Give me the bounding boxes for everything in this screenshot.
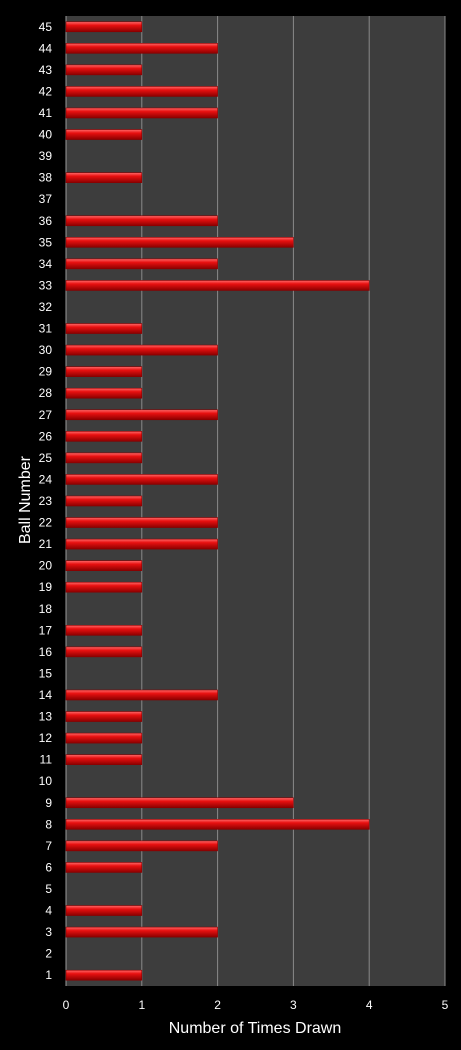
- bar-ball-1: [65, 969, 143, 981]
- y-tick-label: 13: [39, 710, 53, 724]
- y-tick-label: 11: [40, 753, 53, 767]
- y-tick-label: 40: [39, 128, 53, 142]
- bar-ball-22: [65, 517, 218, 528]
- x-axis-title: Number of Times Drawn: [169, 1020, 342, 1037]
- y-tick-label: 23: [39, 494, 53, 508]
- y-tick-label: 2: [45, 947, 52, 961]
- bar-ball-41: [65, 107, 218, 119]
- x-tick-label: 3: [290, 998, 297, 1012]
- x-tick-label: 4: [366, 998, 373, 1012]
- bar-ball-14: [65, 689, 218, 701]
- y-tick-label: 42: [39, 84, 53, 98]
- bar-ball-25: [65, 452, 143, 464]
- y-tick-label: 38: [39, 171, 53, 185]
- x-tick-label: 0: [63, 998, 70, 1012]
- y-tick-label: 44: [39, 41, 53, 55]
- y-tick-label: 25: [39, 451, 53, 465]
- bar-ball-12: [65, 732, 143, 744]
- y-tick-label: 12: [39, 731, 53, 745]
- y-tick-label: 39: [39, 149, 53, 163]
- bar-ball-38: [65, 172, 143, 183]
- bar-ball-23: [65, 495, 143, 507]
- x-tick-label: 1: [138, 998, 145, 1012]
- y-tick-label: 9: [45, 796, 52, 810]
- y-tick-label: 35: [39, 235, 53, 249]
- y-tick-label: 18: [39, 602, 53, 616]
- y-tick-label: 36: [39, 214, 53, 228]
- bar-ball-34: [65, 258, 218, 270]
- bar-ball-43: [65, 64, 143, 76]
- bar-ball-3: [65, 926, 218, 938]
- y-tick-label: 30: [39, 343, 53, 357]
- y-tick-label: 3: [45, 925, 52, 939]
- y-tick-label: 33: [39, 278, 53, 292]
- y-tick-label: 34: [39, 257, 53, 271]
- y-tick-label: 45: [39, 20, 53, 34]
- bar-ball-13: [65, 711, 143, 722]
- y-tick-label: 6: [45, 860, 52, 874]
- y-tick-label: 16: [39, 645, 53, 659]
- bar-ball-36: [65, 215, 218, 227]
- bar-ball-42: [65, 86, 218, 97]
- y-tick-label: 28: [39, 386, 53, 400]
- bars: [65, 21, 370, 981]
- y-tick-label: 7: [45, 839, 52, 853]
- bar-ball-20: [65, 560, 143, 571]
- bar-ball-6: [65, 862, 143, 873]
- y-tick-label: 31: [39, 322, 53, 336]
- y-tick-label: 10: [39, 774, 53, 788]
- bar-ball-30: [65, 344, 218, 356]
- y-tick-label: 17: [39, 623, 53, 637]
- y-tick-label: 19: [39, 580, 53, 594]
- bar-ball-33: [65, 280, 370, 291]
- bar-ball-4: [65, 905, 143, 916]
- x-tick-label: 2: [214, 998, 221, 1012]
- y-tick-label: 32: [39, 300, 53, 314]
- y-tick-label: 15: [39, 666, 53, 680]
- bar-ball-17: [65, 625, 143, 636]
- y-tick-label: 24: [39, 472, 53, 486]
- bar-ball-35: [65, 237, 294, 248]
- bar-ball-16: [65, 646, 143, 658]
- bar-ball-11: [65, 754, 143, 765]
- y-tick-label: 20: [39, 559, 53, 573]
- y-tick-label: 26: [39, 429, 53, 443]
- x-tick-labels: 0 1 2 3 4 5: [63, 998, 449, 1012]
- y-tick-label: 21: [39, 537, 53, 551]
- bar-ball-44: [65, 43, 218, 54]
- y-tick-label: 1: [45, 968, 52, 982]
- y-tick-label: 5: [45, 882, 52, 896]
- y-tick-label: 37: [39, 192, 53, 206]
- x-tick-label: 5: [442, 998, 449, 1012]
- y-tick-label: 41: [39, 106, 53, 120]
- bar-ball-40: [65, 129, 143, 140]
- bar-ball-7: [65, 840, 218, 852]
- y-tick-labels: 1234567891011121314151617181920212223242…: [39, 20, 53, 982]
- y-tick-label: 22: [39, 516, 53, 530]
- y-tick-label: 43: [39, 63, 53, 77]
- bar-ball-27: [65, 409, 218, 421]
- bar-ball-24: [65, 474, 218, 485]
- bar-ball-31: [65, 323, 143, 334]
- bar-ball-28: [65, 387, 143, 399]
- bar-ball-9: [65, 797, 294, 809]
- bar-ball-21: [65, 538, 218, 550]
- bar-ball-29: [65, 366, 143, 377]
- y-tick-label: 4: [45, 904, 52, 918]
- bar-ball-8: [65, 819, 370, 830]
- bar-ball-19: [65, 581, 143, 593]
- bar-ball-26: [65, 431, 143, 442]
- y-tick-label: 14: [39, 688, 53, 702]
- y-axis-title: Ball Number: [17, 455, 34, 544]
- y-tick-label: 27: [39, 408, 53, 422]
- bar-ball-45: [65, 21, 143, 33]
- y-tick-label: 29: [39, 365, 53, 379]
- y-tick-label: 8: [45, 817, 52, 831]
